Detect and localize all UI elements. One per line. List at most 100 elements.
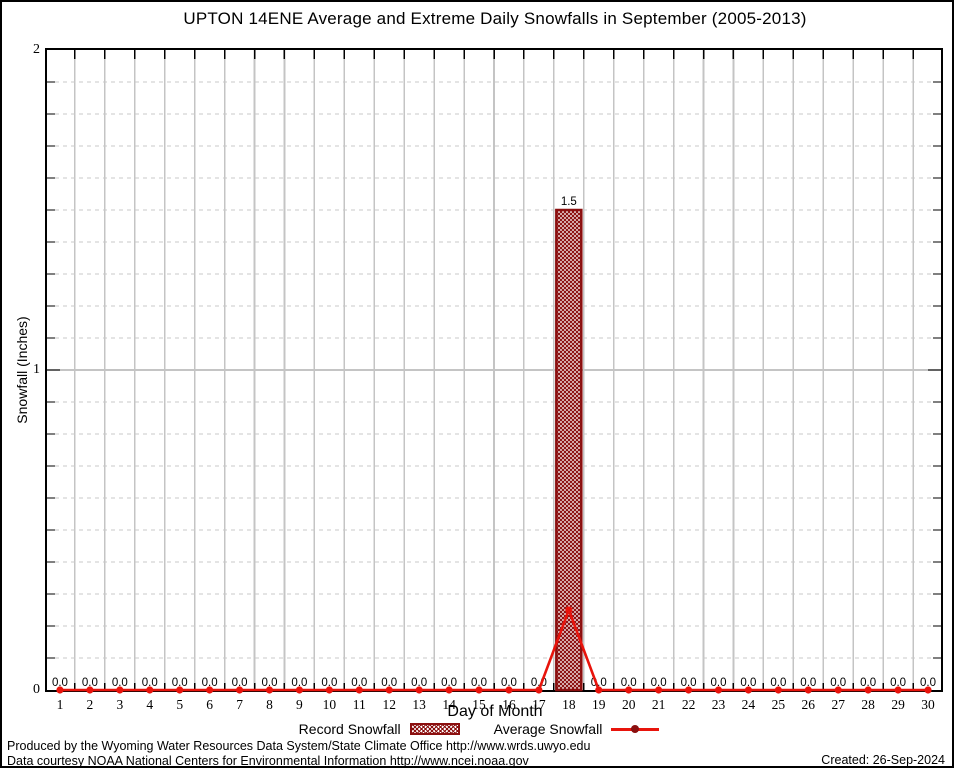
bar-value-label: 0.0 xyxy=(351,677,367,689)
x-tick-label: 28 xyxy=(861,697,875,712)
average-snowfall-marker xyxy=(235,686,244,694)
bar-value-label: 0.0 xyxy=(291,677,307,689)
legend-record-label: Record Snowfall xyxy=(298,721,401,737)
average-snowfall-marker xyxy=(385,686,393,694)
bar-value-label: 0.0 xyxy=(501,677,517,689)
x-tick-label: 10 xyxy=(323,697,337,712)
bar-value-label: 0.0 xyxy=(82,677,98,689)
bar-value-label: 0.0 xyxy=(800,677,816,689)
average-snowfall-marker xyxy=(565,606,573,614)
bar-value-label: 0.0 xyxy=(381,677,397,689)
bar-value-label: 0.0 xyxy=(621,677,637,689)
x-tick-label: 21 xyxy=(652,697,666,712)
average-snowfall-marker xyxy=(595,686,603,694)
x-tick-label: 8 xyxy=(266,697,273,712)
bar-value-label: 0.0 xyxy=(740,677,756,689)
x-tick-label: 27 xyxy=(831,697,845,712)
average-snowfall-marker xyxy=(834,686,842,694)
x-tick-label: 17 xyxy=(532,697,546,712)
bar-value-label: 0.0 xyxy=(711,677,727,689)
record-snowfall-bar xyxy=(555,208,583,692)
bar-value-label: 0.0 xyxy=(471,677,487,689)
average-snowfall-marker xyxy=(56,686,64,694)
bar-value-label: 0.0 xyxy=(321,677,337,689)
x-tick-label: 26 xyxy=(802,697,816,712)
average-snowfall-marker xyxy=(714,686,723,694)
x-tick-label: 20 xyxy=(622,697,636,712)
bar-value-label: 0.0 xyxy=(860,677,876,689)
average-snowfall-marker xyxy=(774,686,782,694)
x-tick-label: 25 xyxy=(772,697,786,712)
bar-value-label: 0.0 xyxy=(262,677,278,689)
bar-value-label: 0.0 xyxy=(770,677,786,689)
average-snowfall-marker xyxy=(325,686,333,694)
x-tick-label: 18 xyxy=(562,697,576,712)
legend: Record Snowfall Average Snowfall xyxy=(2,721,952,737)
chart-title: UPTON 14ENE Average and Extreme Daily Sn… xyxy=(183,9,807,28)
bar-value-label: 0.0 xyxy=(411,677,427,689)
bar-value-label: 0.0 xyxy=(651,677,667,689)
x-tick-label: 23 xyxy=(712,697,726,712)
x-tick-label: 1 xyxy=(57,697,64,712)
average-snowfall-marker xyxy=(804,686,812,694)
x-tick-label: 29 xyxy=(891,697,905,712)
average-snowfall-marker xyxy=(864,686,872,694)
average-snowfall-marker xyxy=(146,686,154,694)
average-snowfall-marker xyxy=(116,686,124,694)
x-tick-label: 16 xyxy=(502,697,516,712)
average-snowfall-marker xyxy=(206,686,214,694)
average-snowfall-marker xyxy=(265,686,274,694)
x-tick-label: 9 xyxy=(296,697,303,712)
x-tick-label: 15 xyxy=(472,697,486,712)
x-tick-label: 3 xyxy=(116,697,123,712)
bar-value-label: 0.0 xyxy=(441,677,457,689)
record-snowfall-swatch-icon xyxy=(409,723,460,735)
footer-data-courtesy: Data courtesy NOAA National Centers for … xyxy=(7,754,529,768)
x-tick-label: 4 xyxy=(146,697,153,712)
x-tick-label: 24 xyxy=(742,697,756,712)
legend-average-label: Average Snowfall xyxy=(493,721,603,737)
x-tick-label: 7 xyxy=(236,697,243,712)
average-snowfall-marker xyxy=(445,686,453,694)
bar-value-label: 0.0 xyxy=(52,677,68,689)
x-tick-label: 19 xyxy=(592,697,606,712)
average-snowfall-marker xyxy=(894,686,902,694)
average-snowfall-marker xyxy=(535,686,543,694)
average-snowfall-marker xyxy=(655,686,663,694)
y-tick-label: 1 xyxy=(33,362,40,377)
average-snowfall-line xyxy=(59,606,929,692)
x-tick-label: 2 xyxy=(87,697,94,712)
average-snowfall-marker xyxy=(625,686,633,694)
average-snowfall-line-icon xyxy=(611,725,660,733)
average-snowfall-marker xyxy=(86,686,94,694)
average-snowfall-marker xyxy=(475,686,483,694)
x-tick-label: 22 xyxy=(682,697,696,712)
bar-value-label: 0.0 xyxy=(681,677,697,689)
bar-value-label: 0.0 xyxy=(112,677,128,689)
bar-value-label: 0.0 xyxy=(920,677,936,689)
average-snowfall-marker xyxy=(505,686,513,694)
x-tick-label: 5 xyxy=(176,697,183,712)
x-tick-label: 30 xyxy=(921,697,935,712)
y-tick-label: 2 xyxy=(33,42,40,57)
footer-produced-by: Produced by the Wyoming Water Resources … xyxy=(7,739,591,753)
bar-value-label: 0.0 xyxy=(142,677,158,689)
average-snowfall-marker xyxy=(684,686,693,694)
footer-created-date: Created: 26-Sep-2024 xyxy=(821,753,945,767)
average-snowfall-marker xyxy=(295,686,304,694)
average-snowfall-marker xyxy=(176,686,184,694)
x-tick-label: 12 xyxy=(382,697,396,712)
x-tick-label: 6 xyxy=(206,697,213,712)
x-tick-label: 13 xyxy=(412,697,426,712)
x-tick-label: 14 xyxy=(442,697,456,712)
bar-value-label: 0.0 xyxy=(202,677,218,689)
average-snowfall-marker xyxy=(924,686,932,694)
y-tick-label: 0 xyxy=(33,682,40,697)
bar-value-label: 0.0 xyxy=(830,677,846,689)
bar-value-label: 0.0 xyxy=(232,677,248,689)
plot-area: 0.0 0.0 0.0 0.0 0.0 0.0 0.0 0.0 0.0 0.0 0.0 0.0 0.0 0… xyxy=(45,48,943,712)
average-snowfall-marker xyxy=(744,686,753,694)
bar-value-label: 0.0 xyxy=(172,677,188,689)
average-snowfall-marker xyxy=(355,686,363,694)
